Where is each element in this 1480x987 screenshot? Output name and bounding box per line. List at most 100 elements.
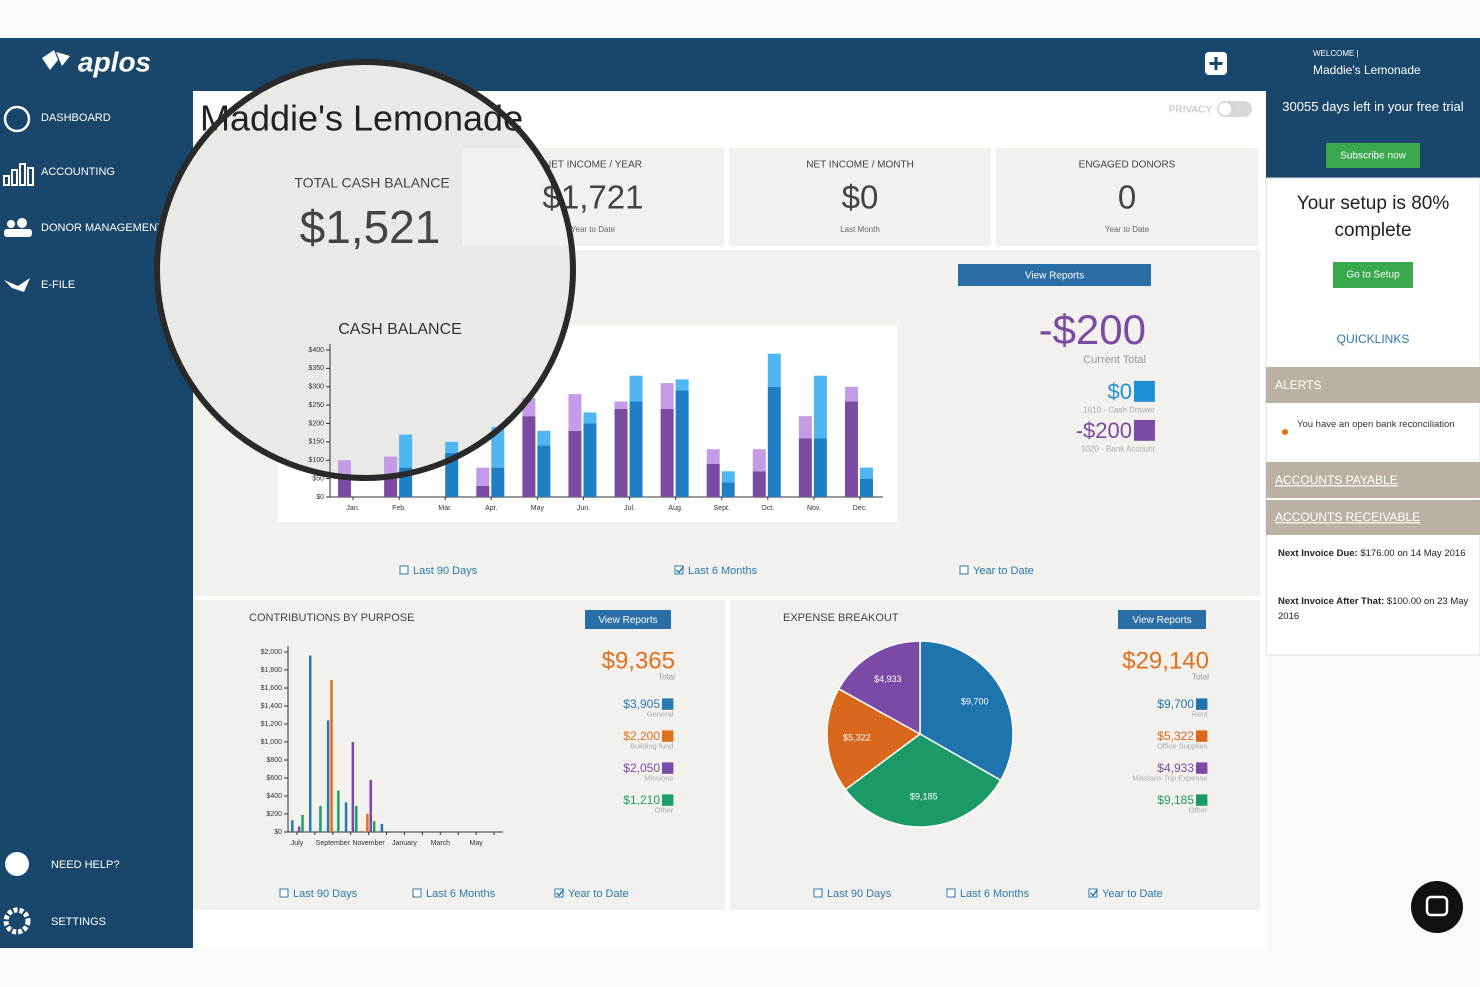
bar [675,390,689,497]
legend-value: $2,200 [623,729,660,743]
range-label[interactable]: Last 90 Days [413,565,478,577]
bar [629,375,643,402]
legend-caption: 1010 - Cash Drawer [1083,406,1155,415]
bar [537,445,551,497]
settings-link[interactable]: SETTINGS [51,916,106,928]
legend-value: $9,185 [1157,793,1194,807]
chat-button[interactable] [1411,881,1463,933]
range-checkbox[interactable] [813,888,823,898]
range-label[interactable]: Last 6 Months [688,565,758,577]
y-tick-label: $1,600 [261,685,283,692]
bar [813,438,827,497]
subscribe-label[interactable]: Subscribe now [1340,151,1406,162]
legend-value: $4,933 [1157,761,1194,775]
pie-slice [826,687,922,791]
stat-card [996,148,1258,246]
nav-item[interactable]: DONOR MANAGEMENT [41,222,164,234]
account-name[interactable]: Maddie's Lemonade [1313,63,1421,77]
invoice-text: $100.00 on 23 May 2016 [1278,596,1469,622]
legend-caption: Office Supplies [1157,742,1208,751]
range-checkbox[interactable] [674,565,684,575]
quicklinks[interactable]: QUICKLINKS [1337,332,1410,346]
range-checkbox[interactable] [279,888,289,898]
invoice-box-1: Next Invoice After That: $100.00 on 23 M… [1278,596,1469,622]
bar [291,820,294,832]
range-label[interactable]: Last 6 Months [426,888,496,900]
setup-text-box: Your setup is 80% complete [1296,193,1450,241]
range-checkbox[interactable] [1088,888,1098,898]
legend-swatch [1134,419,1155,441]
trial-text: 30055 days left in your free trial [1282,99,1464,114]
x-tick-label: Apr. [485,505,498,512]
view-reports-label[interactable]: View Reports [598,615,657,626]
bar [537,430,551,446]
range-label[interactable]: Year to Date [1102,888,1163,900]
nav-item[interactable]: DASHBOARD [41,112,111,124]
bar [338,474,352,497]
range-checkbox[interactable] [412,888,422,898]
range-label[interactable]: Last 6 Months [960,888,1030,900]
pie-label: $9,700 [961,697,989,707]
receivable-bar [1266,500,1480,535]
bar [706,449,720,464]
welcome: WELCOME | [1313,49,1359,58]
y-tick-label: $600 [266,775,282,782]
x-tick-label: January [392,840,417,847]
view-reports-button[interactable] [585,610,671,629]
bar [813,375,827,439]
top-bar [0,38,1480,91]
range-checkbox[interactable] [959,565,969,575]
view-reports-button[interactable] [1118,610,1206,629]
range-label[interactable]: Last 90 Days [293,888,358,900]
legend-value: -$200 [1076,418,1132,443]
bar [372,821,376,832]
receivable-link[interactable]: ACCOUNTS RECEIVABLE [1275,510,1420,524]
y-tick-label: $100 [308,457,324,464]
total-caption: Total [1192,673,1209,682]
y-tick-label: $1,800 [261,667,283,674]
nav-item[interactable]: ACCOUNTING [41,166,115,178]
chat-icon [1425,895,1449,917]
bar [369,779,373,832]
legend-caption: Building fund [630,742,673,751]
legend-swatch [662,794,674,806]
x-tick-label: Feb. [392,505,406,512]
nav-item[interactable]: E-FILE [41,279,75,291]
y-tick-label: $1,200 [261,721,283,728]
x-tick-label: Mar. [438,505,452,512]
view-reports-label[interactable]: View Reports [1025,271,1084,282]
range-checkbox[interactable] [946,888,956,898]
bar [583,412,597,424]
payable-link[interactable]: ACCOUNTS PAYABLE [1275,473,1398,487]
add-icon [1209,57,1223,70]
help-link[interactable]: NEED HELP? [51,859,119,871]
y-tick-label: $1,000 [261,739,283,746]
setup-text: Your setup is 80% complete [1296,193,1450,241]
alerts-bar [1266,367,1480,403]
bar [344,802,348,832]
logo[interactable]: aplos [78,46,151,77]
subscribe-button[interactable] [1326,143,1420,168]
alert-text[interactable]: You have an open bank reconciliation [1297,419,1455,430]
bar [445,441,459,453]
range-checkbox[interactable] [554,888,564,898]
legend-caption: Other [1189,806,1208,815]
bar [384,478,398,497]
bar [301,814,304,832]
view-reports-button[interactable] [958,264,1151,286]
chart-title: CASH BALANCE [338,321,462,338]
view-reports-label[interactable]: View Reports [1132,615,1191,626]
legend-value: $1,210 [623,793,660,807]
bar [491,427,505,468]
range-label[interactable]: Year to Date [973,565,1034,577]
total-value: $9,365 [602,647,675,674]
legend-swatch [1196,730,1208,742]
x-tick-label: May [531,505,545,512]
setup-button-label[interactable]: Go to Setup [1346,270,1400,281]
range-label[interactable]: Last 90 Days [827,888,892,900]
setup-button[interactable] [1333,262,1413,288]
contributions-panel [193,600,725,910]
range-label[interactable]: Year to Date [568,888,629,900]
range-checkbox[interactable] [399,565,409,575]
pie-label: $5,322 [843,733,871,743]
